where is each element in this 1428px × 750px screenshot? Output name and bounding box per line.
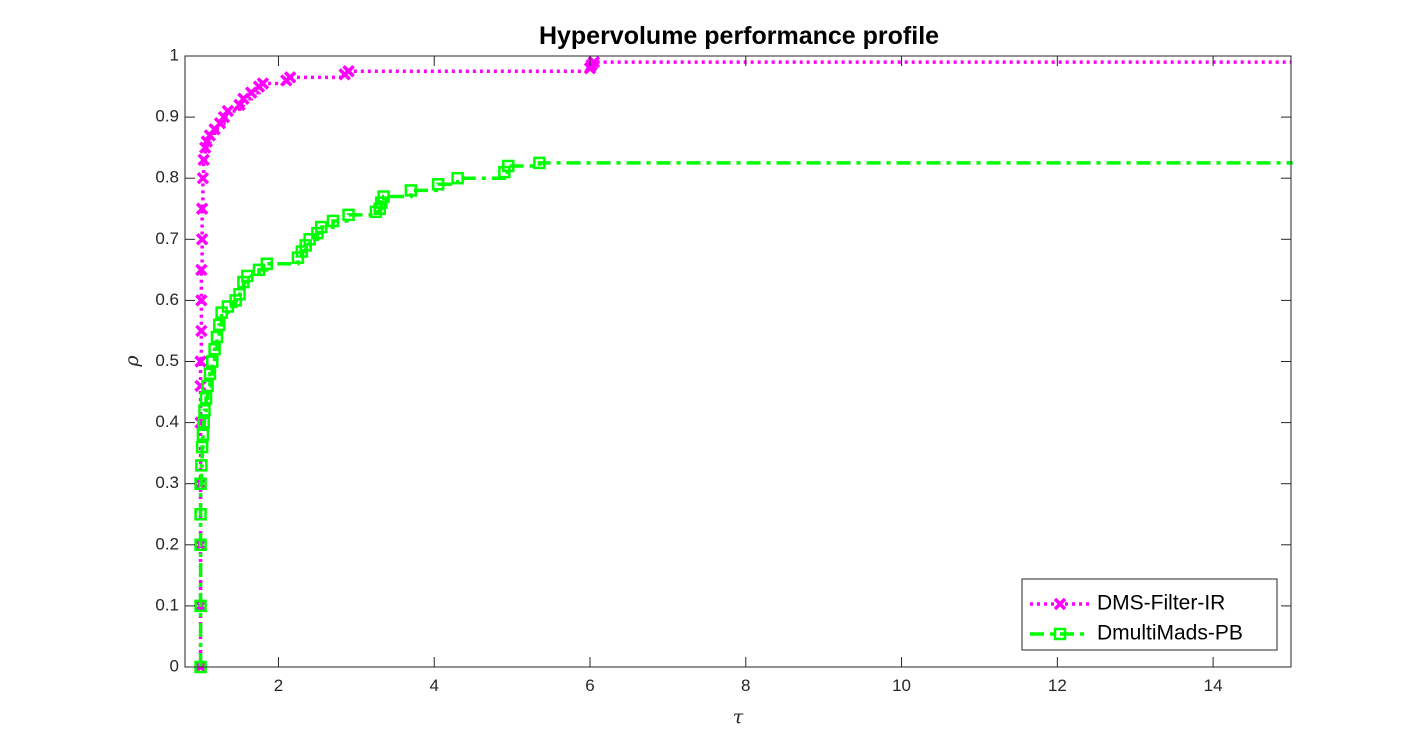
x-tick-label: 4 xyxy=(430,676,439,695)
data-point-dmultimads-pb xyxy=(501,159,515,173)
data-point-dms-filter-ir xyxy=(256,77,270,90)
data-point-dms-filter-ir xyxy=(195,233,209,246)
y-tick-label: 0.8 xyxy=(155,168,179,187)
y-tick-label: 0.1 xyxy=(155,595,179,614)
data-point-dmultimads-pb xyxy=(241,269,254,283)
data-point-dms-filter-ir xyxy=(587,55,601,69)
data-point-dmultimads-pb xyxy=(213,318,226,332)
y-tick-label: 0.2 xyxy=(155,534,179,553)
data-point-dmultimads-pb xyxy=(195,459,208,472)
y-tick-label: 0 xyxy=(170,656,179,675)
y-tick-label: 0.4 xyxy=(155,412,179,431)
series-line-dmultimads-pb xyxy=(198,161,1293,667)
data-point-dmultimads-pb xyxy=(201,379,214,393)
data-point-dmultimads-pb xyxy=(195,440,209,454)
data-point-dmultimads-pb xyxy=(431,178,445,191)
x-tick-label: 14 xyxy=(1204,676,1223,695)
y-tick-label: 0.3 xyxy=(155,473,179,492)
data-point-dms-filter-ir xyxy=(195,324,208,338)
data-point-dms-filter-ir xyxy=(195,294,208,307)
legend: DMS-Filter-IR DmultiMads-PB xyxy=(1021,578,1278,651)
data-point-dmultimads-pb xyxy=(404,184,418,197)
data-point-dms-filter-ir xyxy=(194,355,207,368)
legend-entry-dmultimads-pb xyxy=(1030,627,1090,641)
data-point-dmultimads-pb xyxy=(208,343,221,356)
data-layer xyxy=(194,55,1293,674)
data-point-dmultimads-pb xyxy=(196,428,210,442)
data-point-dmultimads-pb xyxy=(326,214,340,228)
data-point-dmultimads-pb xyxy=(194,508,207,521)
y-tick-label: 0.7 xyxy=(155,229,179,248)
data-point-dms-filter-ir xyxy=(197,153,210,167)
y-tick-label: 0.9 xyxy=(155,107,179,126)
data-point-dmultimads-pb xyxy=(194,599,207,613)
data-point-dmultimads-pb xyxy=(233,288,246,301)
data-point-dmultimads-pb xyxy=(342,208,355,222)
data-point-dms-filter-ir xyxy=(196,171,210,185)
x-tick-label: 12 xyxy=(1048,676,1067,695)
x-tick-label: 6 xyxy=(585,676,594,695)
x-tick-label: 8 xyxy=(741,676,750,695)
data-point-dms-filter-ir xyxy=(283,71,297,84)
ticks-layer: 2 4 6 8 10 12 14 0 0.1 0.2 0.3 0.4 0.5 0.6 0.7 0.8 0.9 1 xyxy=(155,45,1291,695)
legend-marker-sample xyxy=(1053,627,1067,641)
x-tick-label: 10 xyxy=(892,676,911,695)
data-point-dmultimads-pb xyxy=(533,156,546,170)
y-tick-label: 0.5 xyxy=(155,351,179,370)
data-point-dmultimads-pb xyxy=(194,477,207,490)
y-tick-label: 0.6 xyxy=(155,290,179,309)
legend-label-dms-filter-ir: DMS-Filter-IR xyxy=(1097,592,1225,615)
data-point-dmultimads-pb xyxy=(451,171,464,185)
plot-area xyxy=(185,56,1291,667)
data-point-dmultimads-pb xyxy=(194,538,207,552)
data-point-dmultimads-pb xyxy=(197,416,210,429)
legend-label-dmultimads-pb: DmultiMads-PB xyxy=(1097,622,1243,645)
data-point-dms-filter-ir xyxy=(194,379,207,393)
data-point-dmultimads-pb xyxy=(198,404,211,417)
data-point-dmultimads-pb xyxy=(199,391,213,405)
data-point-dms-filter-ir xyxy=(342,65,355,78)
data-point-dms-filter-ir xyxy=(195,263,208,277)
data-point-dms-filter-ir xyxy=(221,104,235,118)
x-tick-label: 2 xyxy=(274,676,283,695)
legend-entry-dms-filter-ir xyxy=(1030,597,1090,611)
data-point-dms-filter-ir xyxy=(200,135,214,148)
legend-marker-sample xyxy=(1053,597,1067,611)
data-point-dms-filter-ir xyxy=(195,202,209,215)
y-tick-label: 1 xyxy=(170,45,179,64)
chart-title: Hypervolume performance profile xyxy=(539,22,939,50)
data-point-dmultimads-pb xyxy=(210,330,224,344)
data-point-dmultimads-pb xyxy=(203,367,217,380)
data-point-dmultimads-pb xyxy=(377,190,390,203)
data-point-dmultimads-pb xyxy=(315,220,328,234)
y-axis-label: ρ xyxy=(121,355,143,368)
data-point-dmultimads-pb xyxy=(206,355,219,368)
x-axis-label: τ xyxy=(733,706,744,728)
data-point-dmultimads-pb xyxy=(260,257,274,270)
series-dmultimads-pb xyxy=(194,156,1293,674)
